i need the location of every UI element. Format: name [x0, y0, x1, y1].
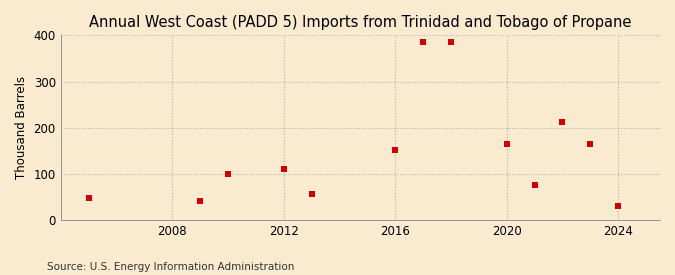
- Point: [194, 199, 205, 203]
- Point: [306, 192, 317, 196]
- Point: [613, 204, 624, 208]
- Point: [446, 40, 456, 45]
- Point: [529, 183, 540, 188]
- Y-axis label: Thousand Barrels: Thousand Barrels: [15, 76, 28, 179]
- Point: [418, 40, 429, 45]
- Point: [502, 142, 512, 146]
- Point: [389, 148, 400, 152]
- Point: [83, 196, 94, 201]
- Title: Annual West Coast (PADD 5) Imports from Trinidad and Tobago of Propane: Annual West Coast (PADD 5) Imports from …: [89, 15, 632, 30]
- Point: [223, 172, 234, 176]
- Point: [278, 167, 289, 172]
- Point: [557, 120, 568, 124]
- Text: Source: U.S. Energy Information Administration: Source: U.S. Energy Information Administ…: [47, 262, 294, 272]
- Point: [585, 142, 596, 146]
